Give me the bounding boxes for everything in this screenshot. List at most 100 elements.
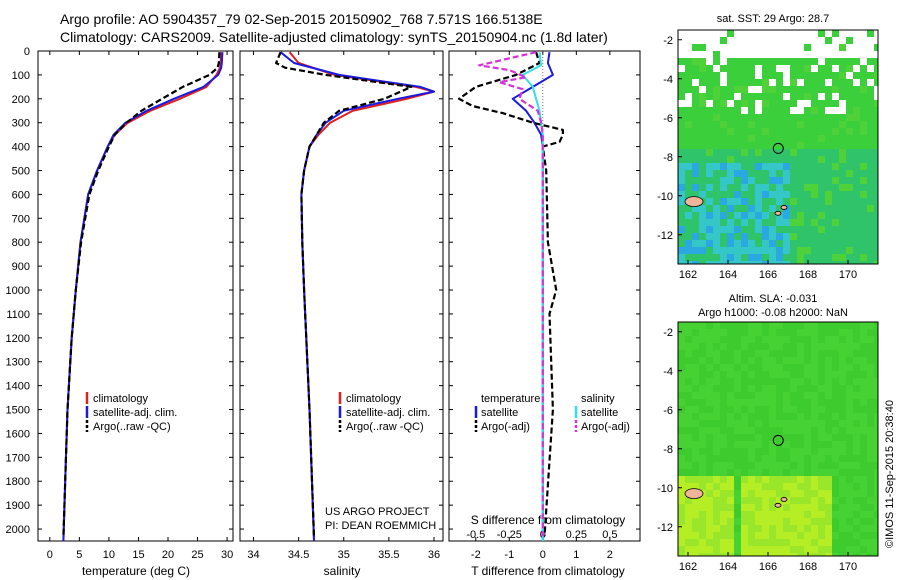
x-tick-label: 34 — [247, 549, 259, 561]
x-tick-label: -1 — [504, 549, 514, 561]
depth-tick-label: 1600 — [6, 428, 30, 440]
legend-t-satellite: satellite — [481, 407, 518, 419]
depth-tick-label: 900 — [12, 261, 30, 273]
legend-s-satellite: satellite — [581, 407, 618, 419]
s-diff-tick-label: 0.25 — [566, 529, 587, 541]
difference-series — [458, 51, 565, 541]
difference-axes — [448, 50, 641, 542]
x-tick-label: 36 — [428, 549, 440, 561]
depth-tick-label: 1900 — [6, 500, 30, 512]
legend-argo: Argo(..raw -QC) — [346, 421, 424, 433]
lon-tick-label: 166 — [759, 561, 777, 573]
depth-tick-label: 1700 — [6, 452, 30, 464]
depth-axis: 0 100 200 300 400 500 600 700 800 900 1000 1100 1200… — [6, 46, 640, 536]
series-argo — [275, 51, 413, 537]
sla-map-title: Altim. SLA: -0.031 — [729, 293, 818, 305]
difference-legend: temperature satellite Argo(-adj) salinit… — [474, 393, 630, 433]
depth-tick-label: 1200 — [6, 333, 30, 345]
series-argo — [62, 52, 221, 537]
lon-tick-label: 168 — [799, 269, 817, 281]
salinity-series — [275, 51, 435, 541]
series-satellite — [279, 51, 435, 541]
depth-tick-label: 400 — [12, 142, 30, 154]
sla-map-ticks: 162 164 166 168 170 -2 -4 -6 -8 -10 -12 — [657, 327, 857, 573]
x-tick-label: 20 — [162, 549, 174, 561]
lat-tick-label: -12 — [657, 230, 673, 242]
depth-tick-label: 700 — [12, 213, 30, 225]
lon-tick-label: 162 — [679, 561, 697, 573]
argo-location-marker — [772, 434, 784, 446]
depth-tick-label: 800 — [12, 237, 30, 249]
depth-tick-label: 0 — [24, 46, 30, 58]
x-tick-label: 0 — [540, 549, 546, 561]
series-argo — [458, 51, 565, 537]
island-shape — [774, 210, 782, 216]
depth-tick-label: 100 — [12, 70, 30, 82]
depth-tick-label: 500 — [12, 166, 30, 178]
lat-tick-label: -2 — [663, 35, 673, 47]
t-difference-axis-label: T difference from climatology — [471, 564, 625, 578]
x-tick-label: 10 — [103, 549, 115, 561]
lon-tick-label: 170 — [839, 269, 857, 281]
x-tick-label: 34.5 — [288, 549, 309, 561]
lat-tick-label: -10 — [657, 483, 673, 495]
lat-tick-label: -6 — [663, 113, 673, 125]
x-tick-label: 2 — [607, 549, 613, 561]
legend-temperature-heading: temperature — [481, 393, 540, 405]
lon-tick-label: 162 — [679, 269, 697, 281]
depth-tick-label: 600 — [12, 189, 30, 201]
depth-tick-label: 2000 — [6, 524, 30, 536]
x-tick-label: 25 — [191, 549, 203, 561]
lat-tick-label: -12 — [657, 522, 673, 534]
sla-map-frame — [677, 321, 879, 557]
salinity-axes — [239, 50, 444, 542]
temperature-series — [62, 52, 224, 541]
x-tick-label: 35.5 — [378, 549, 399, 561]
x-tick-label: 1 — [573, 549, 579, 561]
legend-s-argo: Argo(-adj) — [581, 421, 630, 433]
x-tick-label: 15 — [132, 549, 144, 561]
lon-tick-label: 164 — [719, 561, 737, 573]
temperature-legend: climatology satellite-adj. clim. Argo(..… — [85, 392, 177, 433]
legend-t-argo: Argo(-adj) — [481, 421, 530, 433]
island-shape — [684, 196, 704, 208]
island-shape — [780, 497, 788, 502]
lat-tick-label: -8 — [663, 444, 673, 456]
header-line-1: Argo profile: AO 5904357_79 02-Sep-2015 … — [60, 11, 543, 27]
depth-tick-label: 300 — [12, 118, 30, 130]
lat-tick-label: -8 — [663, 152, 673, 164]
sla-map-subtitle: Argo h1000: -0.08 h2000: NaN — [698, 307, 848, 319]
sst-map-ticks: 162 164 166 168 170 -2 -4 -6 -8 -10 -12 — [657, 35, 857, 281]
s-diff-tick-label: -0.5 — [466, 529, 485, 541]
legend-salinity-heading: salinity — [581, 393, 615, 405]
sst-map-frame — [677, 29, 879, 265]
lon-tick-label: 164 — [719, 269, 737, 281]
island-shape — [774, 502, 782, 508]
lat-tick-label: -4 — [663, 74, 673, 86]
lon-tick-label: 170 — [839, 561, 857, 573]
lat-tick-label: -6 — [663, 405, 673, 417]
depth-tick-label: 1300 — [6, 357, 30, 369]
imos-credit: ©IMOS 11-Sep-2015 20:38:40 — [884, 400, 896, 548]
salinity-legend: climatology satellite-adj. clim. Argo(..… — [338, 392, 430, 433]
depth-tick-label: 1400 — [6, 381, 30, 393]
sla-map — [678, 322, 878, 556]
credit-pi: PI: DEAN ROEMMICH — [325, 520, 436, 532]
header-line-2: Climatology: CARS2009. Satellite-adjuste… — [60, 29, 608, 45]
legend-climatology: climatology — [346, 393, 402, 405]
lat-tick-label: -2 — [663, 327, 673, 339]
s-diff-tick-label: -0.25 — [497, 529, 522, 541]
sst-map-title: sat. SST: 29 Argo: 28.7 — [717, 13, 830, 25]
depth-tick-label: 1800 — [6, 476, 30, 488]
lat-tick-label: -4 — [663, 366, 673, 378]
x-tick-label: -2 — [471, 549, 481, 561]
island-shape — [780, 205, 788, 210]
series-argo_salt — [478, 51, 544, 537]
salinity-axis-label: salinity — [324, 564, 361, 578]
lon-tick-label: 168 — [799, 561, 817, 573]
temperature-axes — [37, 50, 234, 542]
x-tick-label: 35 — [338, 549, 350, 561]
t-difference-x-ticks: -2 -1 0 1 2 — [471, 51, 613, 561]
legend-satellite: satellite-adj. clim. — [346, 407, 430, 419]
